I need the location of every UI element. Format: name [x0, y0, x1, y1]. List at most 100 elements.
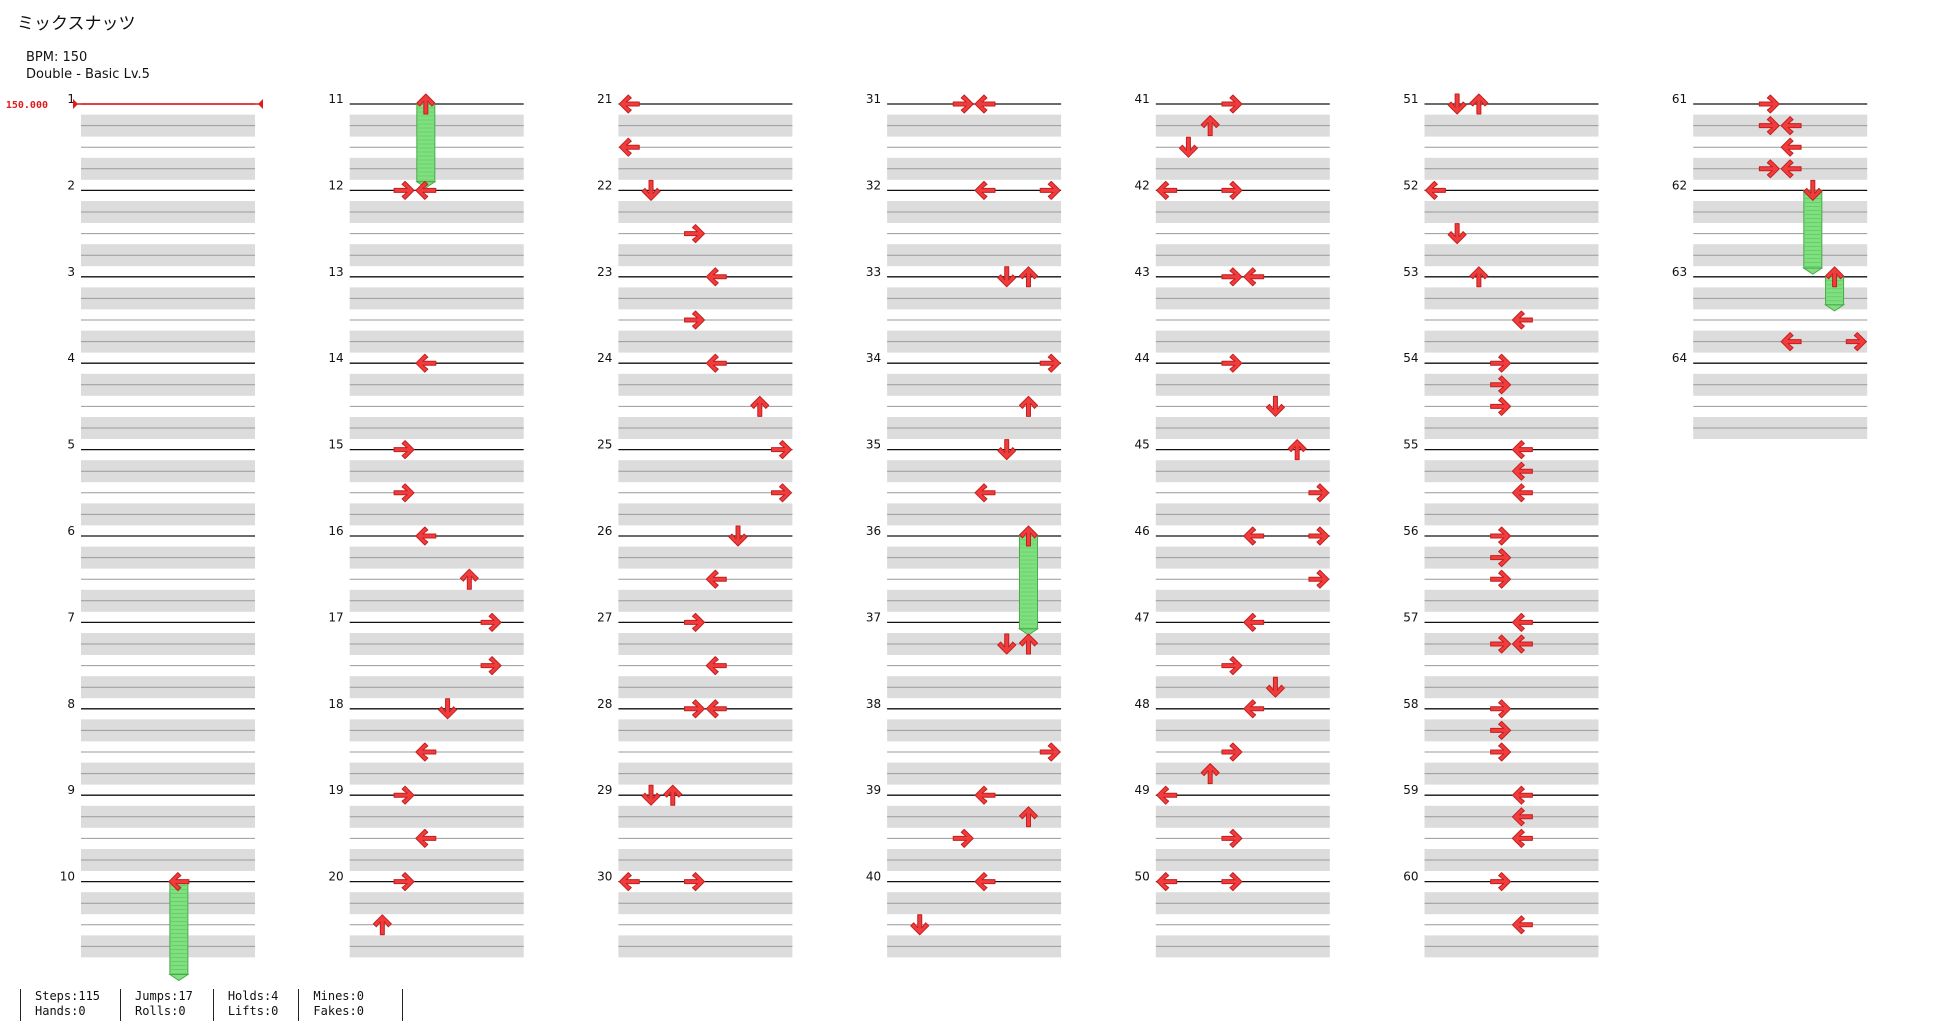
left-arrow-icon — [705, 699, 727, 719]
left-arrow-icon — [1511, 634, 1533, 654]
step-chart: 1234567891011121314151617181920212223242… — [6, 92, 1868, 982]
measure-number: 50 — [1135, 870, 1150, 884]
left-arrow-icon — [618, 872, 640, 892]
right-arrow-icon — [1490, 742, 1512, 762]
measure-number: 49 — [1135, 783, 1150, 797]
right-arrow-icon — [393, 483, 415, 503]
measure-number: 22 — [597, 178, 612, 192]
right-arrow-icon — [1758, 159, 1780, 179]
song-title: ミックスナッツ — [17, 14, 136, 34]
stat-rolls: Rolls:0 — [135, 1004, 186, 1018]
measure-number: 61 — [1672, 92, 1687, 106]
stat-col-jumps: Jumps:17 Rolls:0 — [120, 989, 213, 1021]
up-arrow-icon — [1018, 395, 1038, 417]
measure-number: 5 — [67, 438, 75, 452]
right-arrow-icon — [1221, 353, 1243, 373]
right-arrow-icon — [684, 612, 706, 632]
measure-number: 52 — [1403, 178, 1418, 192]
right-arrow-icon — [1490, 526, 1512, 546]
measure-number: 40 — [866, 870, 881, 884]
hold-body — [416, 103, 436, 183]
measure-number: 9 — [67, 783, 75, 797]
left-arrow-icon — [618, 94, 640, 114]
measure-number: 26 — [597, 524, 612, 538]
up-arrow-icon — [1018, 806, 1038, 828]
measure-number: 62 — [1672, 178, 1687, 192]
right-arrow-icon — [1221, 94, 1243, 114]
stat-mines: Mines:0 — [313, 989, 364, 1003]
bpm-marker-label: 150.000 — [6, 100, 48, 111]
left-arrow-icon — [1243, 267, 1265, 287]
right-arrow-icon — [1221, 267, 1243, 287]
measure-number: 57 — [1403, 610, 1418, 624]
right-arrow-icon — [1490, 699, 1512, 719]
left-arrow-icon — [1780, 332, 1802, 352]
measure-number: 30 — [597, 870, 612, 884]
right-arrow-icon — [1490, 872, 1512, 892]
measure-number: 29 — [597, 783, 612, 797]
left-arrow-icon — [1780, 137, 1802, 157]
up-arrow-icon — [1018, 266, 1038, 288]
left-arrow-icon — [1156, 180, 1178, 200]
measure-number: 33 — [866, 265, 881, 279]
left-arrow-icon — [1511, 785, 1533, 805]
hold-tail — [1802, 267, 1824, 275]
measure-number: 12 — [328, 178, 343, 192]
hold-tail — [1823, 304, 1846, 312]
left-arrow-icon — [974, 94, 996, 114]
left-arrow-icon — [1156, 872, 1178, 892]
stat-lifts: Lifts:0 — [227, 1004, 279, 1018]
down-arrow-icon — [641, 784, 661, 806]
measure-number: 25 — [597, 438, 612, 452]
measure-number: 56 — [1403, 524, 1418, 538]
left-arrow-icon — [168, 872, 190, 892]
measure-number: 53 — [1403, 265, 1418, 279]
up-arrow-icon — [372, 914, 392, 936]
measure-number: 36 — [866, 524, 881, 538]
hold-body — [169, 881, 189, 975]
left-arrow-icon — [618, 137, 640, 157]
chart-meta: BPM: 150 Double - Basic Lv.5 — [26, 49, 150, 83]
right-arrow-icon — [1758, 116, 1780, 136]
right-arrow-icon — [1221, 656, 1243, 676]
down-arrow-icon — [1447, 93, 1467, 115]
measure-number: 51 — [1403, 92, 1418, 106]
measure-number: 63 — [1672, 265, 1687, 279]
down-arrow-icon — [1265, 395, 1285, 417]
right-arrow-icon — [393, 180, 415, 200]
right-arrow-icon — [684, 699, 706, 719]
measure-number: 27 — [597, 610, 612, 624]
left-arrow-icon — [1511, 310, 1533, 330]
stat-hands: Hands:0 — [35, 1004, 86, 1018]
measure-number: 34 — [866, 351, 881, 365]
up-arrow-icon — [416, 93, 436, 115]
left-arrow-icon — [705, 656, 727, 676]
right-arrow-icon — [771, 483, 793, 503]
measure-number: 15 — [328, 438, 343, 452]
stat-col-steps: Steps:115 Hands:0 — [20, 989, 120, 1021]
down-arrow-icon — [438, 698, 458, 720]
right-arrow-icon — [1490, 569, 1512, 589]
stat-col-holds: Holds:4 Lifts:0 — [212, 989, 299, 1021]
up-arrow-icon — [1018, 633, 1038, 655]
up-arrow-icon — [1287, 439, 1307, 461]
measure-number: 39 — [866, 783, 881, 797]
measure-number: 20 — [328, 870, 343, 884]
measure-number: 1 — [67, 92, 75, 106]
hold-tail — [168, 973, 190, 982]
stat-steps: Steps:115 — [35, 989, 101, 1003]
measure-number: 45 — [1135, 438, 1150, 452]
measure-number: 8 — [67, 697, 75, 711]
up-arrow-icon — [663, 784, 683, 806]
left-arrow-icon — [1156, 785, 1178, 805]
down-arrow-icon — [1803, 179, 1823, 201]
measure-number: 54 — [1403, 351, 1418, 365]
right-arrow-icon — [1039, 742, 1061, 762]
up-arrow-icon — [1469, 266, 1489, 288]
measure-number: 28 — [597, 697, 612, 711]
left-arrow-icon — [1424, 180, 1446, 200]
up-arrow-icon — [1200, 763, 1220, 785]
bpm-marker-arrow — [258, 99, 263, 109]
right-arrow-icon — [684, 224, 706, 244]
left-arrow-icon — [974, 180, 996, 200]
